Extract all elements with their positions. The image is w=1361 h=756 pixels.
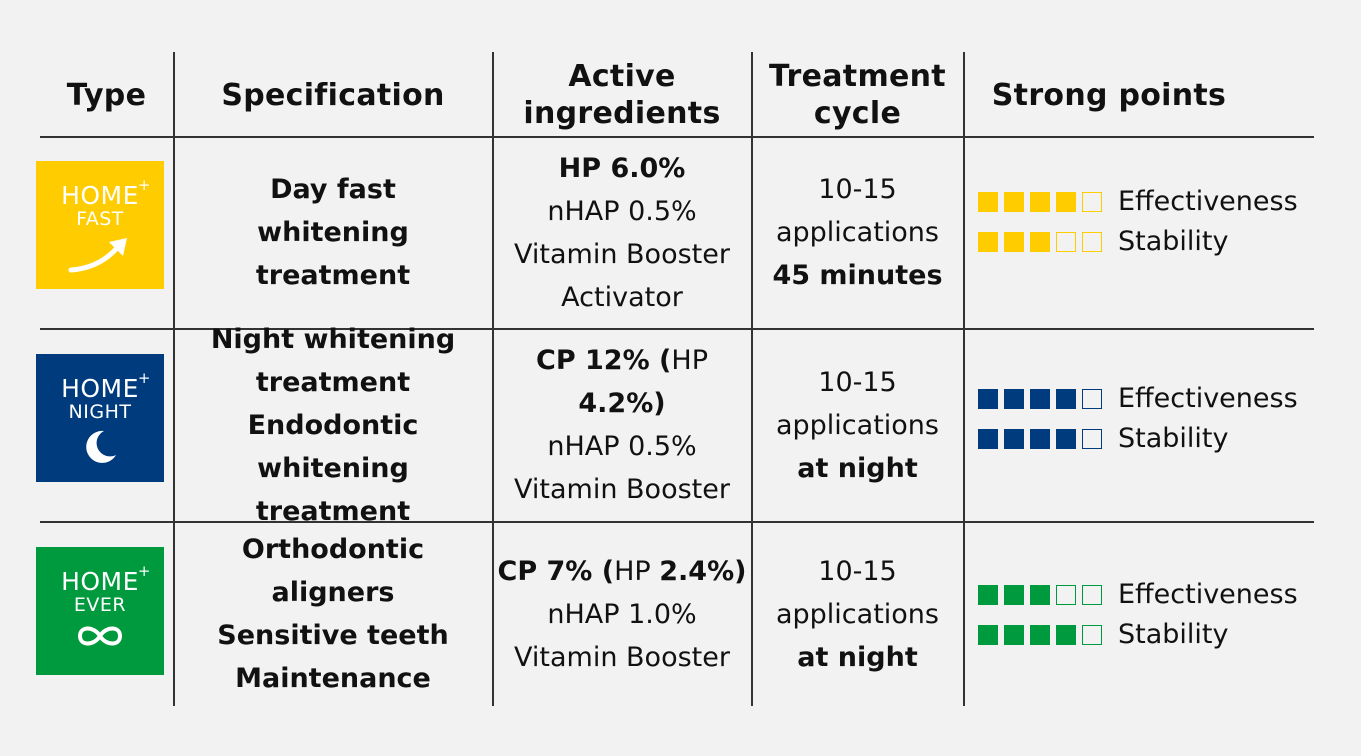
rating-box-filled <box>1004 429 1024 449</box>
rating-box-empty <box>1056 232 1076 252</box>
rating-box-empty <box>1082 429 1102 449</box>
header-specification: Specification <box>221 77 445 113</box>
spec-cell: Night whitening treatment Endodontic white… <box>210 323 456 527</box>
rating-box-filled <box>1004 389 1024 409</box>
rating-box-filled <box>1030 625 1050 645</box>
effectiveness-label: Effectiveness <box>1118 383 1298 414</box>
ingredients-cell: CP 12% (HP 4.2%) nHAP 0.5% Vitamin Boost… <box>514 345 730 505</box>
logo-brand: HOME + <box>61 176 151 210</box>
stability-label: Stability <box>1118 423 1229 454</box>
rating-box-empty <box>1056 585 1076 605</box>
header-type: Type <box>66 77 147 113</box>
column-divider <box>492 52 494 706</box>
logo-sub: EVER <box>73 594 127 616</box>
effectiveness-rating: Effectiveness <box>978 383 1298 415</box>
rating-box-empty <box>1082 192 1102 212</box>
column-divider <box>963 52 965 706</box>
ingredients-cell: HP 6.0% nHAP 0.5% Vitamin Booster Activa… <box>514 152 730 313</box>
stability-rating: Stability <box>978 423 1298 455</box>
header-treatment-cycle: Treatment cycle <box>769 59 946 131</box>
cycle-cell: 10-15 applications 45 minutes <box>772 174 943 291</box>
rating-box-filled <box>1030 585 1050 605</box>
rating-box-filled <box>978 585 998 605</box>
row-divider <box>40 521 1314 523</box>
rating-box-filled <box>1030 192 1050 212</box>
stability-label: Stability <box>1118 619 1229 650</box>
rating-box-filled <box>1004 192 1024 212</box>
logo-brand: HOME + <box>61 369 151 403</box>
logo-brand: HOME + <box>61 562 151 596</box>
home-fast-logo: HOME + FAST <box>36 161 164 289</box>
effectiveness-label: Effectiveness <box>1118 579 1298 610</box>
cycle-cell: 10-15 applications at night <box>775 555 939 673</box>
strong-points: Effectiveness Stability <box>978 186 1298 258</box>
rating-box-filled <box>1004 232 1024 252</box>
header-active-ingredients: Active ingredients <box>523 59 721 131</box>
strong-points: Effectiveness Stability <box>978 383 1298 455</box>
rating-box-filled <box>1030 232 1050 252</box>
rating-box-filled <box>1004 625 1024 645</box>
rating-box-filled <box>1030 389 1050 409</box>
logo-sub: NIGHT <box>68 401 132 423</box>
rating-box-empty <box>1082 625 1102 645</box>
rating-box-filled <box>978 429 998 449</box>
row-divider <box>40 328 1314 330</box>
rating-box-filled <box>978 232 998 252</box>
rating-box-filled <box>1056 625 1076 645</box>
rating-box-filled <box>978 192 998 212</box>
spec-cell: Day fast whitening treatment <box>255 174 411 291</box>
column-divider <box>173 52 175 706</box>
rating-box-filled <box>1056 429 1076 449</box>
header-strong-points: Strong points <box>991 77 1227 113</box>
stability-label: Stability <box>1118 226 1229 257</box>
rating-box-filled <box>1004 585 1024 605</box>
spec-cell: Orthodontic aligners Sensitive teeth Mainte… <box>217 534 449 694</box>
crescent-moon-icon <box>86 430 116 463</box>
rating-box-empty <box>1082 232 1102 252</box>
stability-rating: Stability <box>978 619 1298 651</box>
arrow-up-right-icon <box>68 238 127 273</box>
home-ever-logo: HOME + EVER <box>36 547 164 675</box>
home-night-logo: HOME + NIGHT <box>36 354 164 482</box>
rating-box-empty <box>1082 389 1102 409</box>
effectiveness-rating: Effectiveness <box>978 186 1298 218</box>
ingredients-cell: CP 7% (HP 2.4%) nHAP 1.0% Vitamin Booste… <box>497 555 747 673</box>
rating-box-filled <box>978 389 998 409</box>
effectiveness-label: Effectiveness <box>1118 186 1298 217</box>
rating-box-filled <box>1030 429 1050 449</box>
logo-sub: FAST <box>76 208 124 230</box>
row-divider <box>40 136 1314 138</box>
stability-rating: Stability <box>978 226 1298 258</box>
strong-points: Effectiveness Stability <box>978 579 1298 651</box>
rating-box-filled <box>1056 389 1076 409</box>
infinity-icon <box>77 626 123 646</box>
column-divider <box>751 52 753 706</box>
rating-box-filled <box>1056 192 1076 212</box>
cycle-cell: 10-15 applications at night <box>775 366 939 484</box>
rating-box-filled <box>978 625 998 645</box>
rating-box-empty <box>1082 585 1102 605</box>
effectiveness-rating: Effectiveness <box>978 579 1298 611</box>
